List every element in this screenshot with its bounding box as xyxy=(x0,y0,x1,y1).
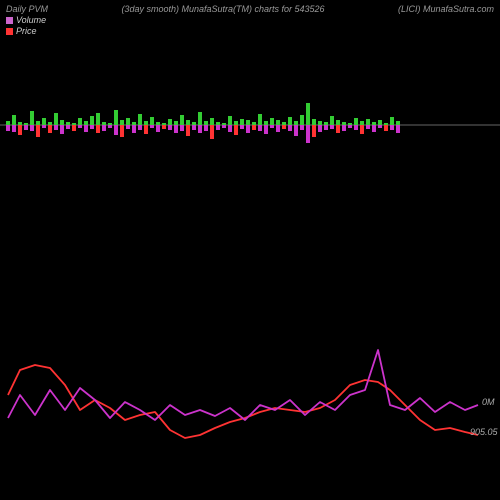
chart-header: Daily PVM (3day smooth) MunafaSutra(TM) … xyxy=(0,0,500,14)
svg-text:905.05: 905.05 xyxy=(470,427,499,437)
legend: VolumePrice xyxy=(6,14,46,36)
line-chart: 0M 905.05 xyxy=(0,340,500,460)
header-right: (LICI) MunafaSutra.com xyxy=(398,4,494,14)
legend-swatch xyxy=(6,17,13,24)
legend-item: Price xyxy=(6,26,46,36)
legend-label: Price xyxy=(16,26,37,36)
header-left: Daily PVM xyxy=(6,4,48,14)
svg-text:0M: 0M xyxy=(482,397,495,407)
volume-chart xyxy=(0,80,500,170)
header-center: (3day smooth) MunafaSutra(TM) charts for… xyxy=(121,4,324,14)
legend-item: Volume xyxy=(6,15,46,25)
legend-label: Volume xyxy=(16,15,46,25)
legend-swatch xyxy=(6,28,13,35)
